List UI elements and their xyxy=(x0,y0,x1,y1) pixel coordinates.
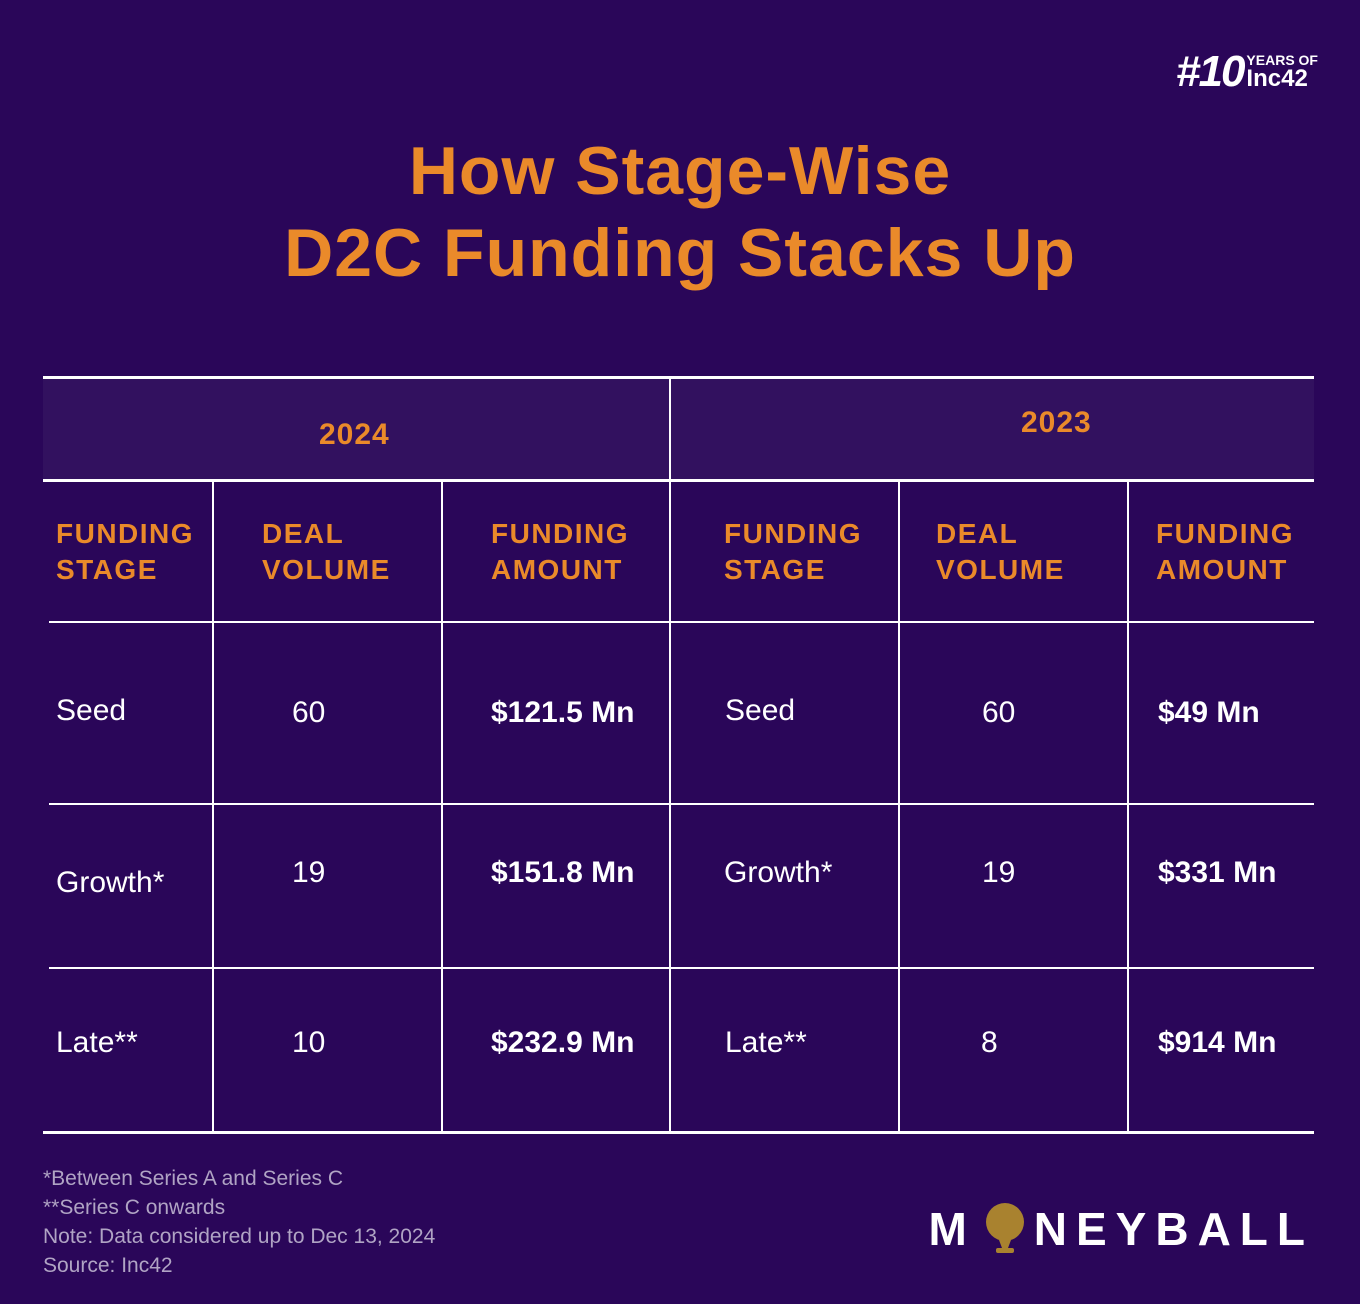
table-bottom-line xyxy=(43,1131,1314,1134)
column-divider-line xyxy=(212,482,214,1134)
cell-stage-2024-late: Late** xyxy=(56,1026,138,1059)
cell-volume-2024-late: 10 xyxy=(292,1026,326,1059)
cell-volume-2023-late: 8 xyxy=(981,1026,998,1059)
row-divider-line xyxy=(49,967,1314,969)
col-head-funding-stage-2024: FUNDING STAGE xyxy=(56,518,195,585)
title-line-2: D2C Funding Stacks Up xyxy=(284,215,1076,291)
cell-amount-2024-seed: $121.5 Mn xyxy=(491,696,635,729)
funding-table: 2024 2023 FUNDING STAGE DEAL VOLUME FUND… xyxy=(43,376,1314,1134)
cell-amount-2024-late: $232.9 Mn xyxy=(491,1026,635,1059)
footnote-data-note: Note: Data considered up to Dec 13, 2024 xyxy=(43,1225,436,1248)
years-of-inc42-logo: #10 YEARS OF Inc42 xyxy=(1176,50,1318,94)
col-head-funding-stage-2023: FUNDING STAGE xyxy=(724,518,863,585)
logo-inc42: Inc42 xyxy=(1246,65,1308,92)
year-header-band xyxy=(43,376,1314,482)
cell-amount-2024-growth: $151.8 Mn xyxy=(491,856,635,889)
col-head-funding-amount-2024: FUNDING AMOUNT xyxy=(491,518,630,585)
col-head-deal-volume-2023: DEAL VOLUME xyxy=(936,518,1065,585)
footnote-growth: *Between Series A and Series C xyxy=(43,1167,344,1190)
footnote-source: Source: Inc42 xyxy=(43,1254,173,1277)
column-divider-line xyxy=(441,482,443,1134)
golf-ball-icon xyxy=(985,1203,1024,1253)
col-head-funding-amount-2023: FUNDING AMOUNT xyxy=(1156,518,1295,585)
cell-volume-2024-growth: 19 xyxy=(292,856,326,889)
page-title: How Stage-Wise D2C Funding Stacks Up xyxy=(0,130,1360,294)
footnotes: *Between Series A and Series C **Series … xyxy=(43,1164,435,1280)
cell-amount-2023-growth: $331 Mn xyxy=(1158,856,1277,889)
cell-volume-2023-growth: 19 xyxy=(982,856,1016,889)
cell-amount-2023-late: $914 Mn xyxy=(1158,1026,1277,1059)
column-divider-line xyxy=(898,482,900,1134)
cell-stage-2024-growth: Growth* xyxy=(56,866,165,899)
year-label-2023: 2023 xyxy=(1021,406,1092,439)
cell-amount-2023-seed: $49 Mn xyxy=(1158,696,1260,729)
row-divider-line xyxy=(49,803,1314,805)
column-divider-line xyxy=(1127,482,1129,1134)
cell-volume-2023-seed: 60 xyxy=(982,696,1016,729)
logo-years-of: YEARS OF xyxy=(1246,52,1318,68)
moneyball-letters-neyball: NEYBALL xyxy=(1033,1203,1314,1255)
title-line-1: How Stage-Wise xyxy=(408,133,952,209)
year-label-2024: 2024 xyxy=(319,418,390,451)
cell-stage-2023-seed: Seed xyxy=(725,694,796,727)
group-divider-line xyxy=(669,376,671,1134)
cell-volume-2024-seed: 60 xyxy=(292,696,326,729)
logo-hash-ten: #10 xyxy=(1176,47,1245,96)
moneyball-letter-m: M xyxy=(928,1203,976,1255)
cell-stage-2023-growth: Growth* xyxy=(724,856,833,889)
col-head-deal-volume-2024: DEAL VOLUME xyxy=(262,518,391,585)
row-divider-line xyxy=(49,621,1314,623)
footnote-late: **Series C onwards xyxy=(43,1196,226,1219)
cell-stage-2023-late: Late** xyxy=(725,1026,807,1059)
moneyball-logo: M NEYBALL xyxy=(928,1202,1314,1256)
cell-stage-2024-seed: Seed xyxy=(56,694,127,727)
